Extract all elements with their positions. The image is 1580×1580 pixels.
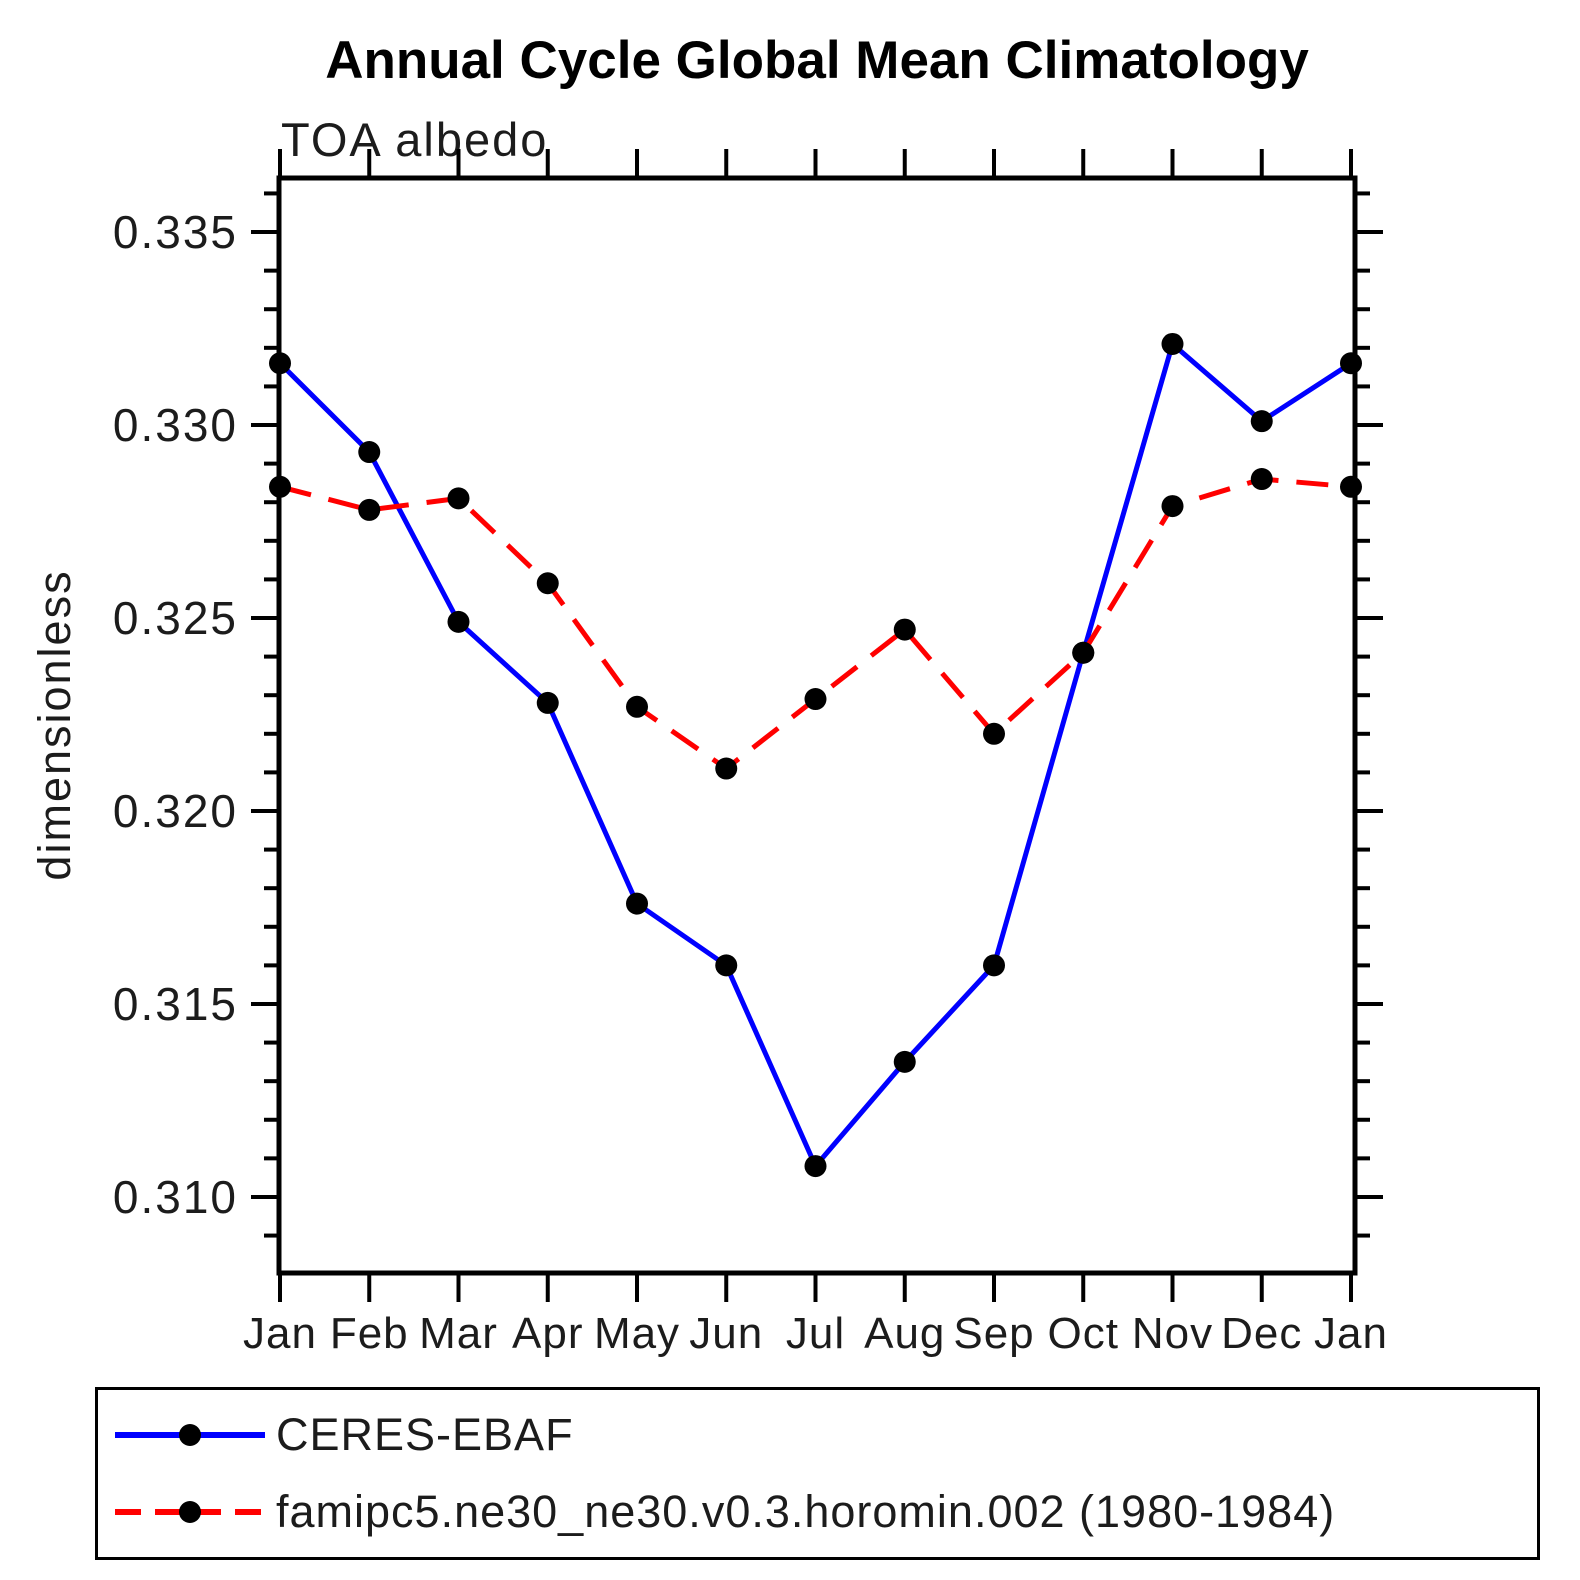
x-tick-label: Jul bbox=[786, 1309, 845, 1358]
chart-title: Annual Cycle Global Mean Climatology bbox=[325, 31, 1309, 90]
legend-swatch-solid-line bbox=[115, 1423, 265, 1446]
y-tick-label: 0.310 bbox=[113, 1171, 238, 1223]
data-point-marker bbox=[983, 954, 1005, 977]
x-tick-label: Dec bbox=[1221, 1309, 1302, 1358]
legend-label-ceres: CERES-EBAF bbox=[276, 1408, 574, 1460]
data-point-marker bbox=[626, 695, 648, 718]
chart-subtitle: TOA albedo bbox=[281, 113, 549, 166]
legend-swatch-dashed-line bbox=[115, 1501, 265, 1524]
y-tick-label: 0.325 bbox=[113, 592, 238, 644]
data-point-marker bbox=[626, 892, 648, 915]
x-tick-label: Nov bbox=[1132, 1309, 1213, 1358]
data-point-marker bbox=[804, 688, 827, 711]
x-tick-label: Jun bbox=[689, 1309, 763, 1358]
legend-label-model: famipc5.ne30_ne30.v0.3.horomin.002 (1980… bbox=[276, 1486, 1336, 1538]
x-tick-label: Oct bbox=[1048, 1309, 1119, 1358]
legend-item-model: famipc5.ne30_ne30.v0.3.horomin.002 (1980… bbox=[110, 1477, 1537, 1547]
y-tick-label: 0.335 bbox=[113, 206, 238, 258]
data-point-marker bbox=[715, 954, 738, 977]
x-tick-label: Aug bbox=[864, 1309, 945, 1358]
data-point-marker bbox=[983, 722, 1005, 745]
data-point-marker bbox=[536, 572, 559, 595]
plot-frame bbox=[276, 175, 1358, 1276]
data-point-marker bbox=[358, 441, 381, 464]
data-point-marker bbox=[804, 1155, 827, 1178]
y-tick-label: 0.330 bbox=[113, 399, 238, 451]
data-point-marker bbox=[536, 691, 559, 714]
legend-box: CERES-EBAF famipc5.ne30_ne30.v0.3.horomi… bbox=[95, 1387, 1540, 1560]
data-point-marker bbox=[447, 610, 470, 633]
data-point-marker bbox=[1340, 352, 1362, 375]
x-tick-label: Apr bbox=[512, 1309, 583, 1358]
data-point-marker bbox=[1072, 641, 1095, 664]
series-line-0 bbox=[278, 341, 1353, 1169]
plot-area: 0.310 0.315 0.320 0.325 0.330 0.335 Jan Feb Mar A… bbox=[113, 149, 1388, 1358]
data-point-marker bbox=[1340, 475, 1362, 498]
x-tick-label: Jan bbox=[243, 1309, 317, 1358]
legend-marker-dot bbox=[179, 1501, 201, 1524]
data-point-marker bbox=[1250, 468, 1273, 491]
data-point-marker bbox=[893, 1050, 916, 1073]
data-point-marker bbox=[893, 618, 916, 641]
data-point-marker bbox=[1161, 495, 1184, 518]
data-point-marker bbox=[447, 487, 470, 510]
data-point-marker bbox=[269, 352, 291, 375]
data-point-marker bbox=[358, 498, 381, 521]
legend-item-ceres: CERES-EBAF bbox=[110, 1400, 1537, 1470]
x-tick-label: Feb bbox=[330, 1309, 409, 1358]
x-tick-label: Jan bbox=[1314, 1309, 1388, 1358]
x-tick-label: May bbox=[594, 1309, 680, 1358]
x-tick-label: Sep bbox=[953, 1309, 1034, 1358]
data-point-marker bbox=[1250, 410, 1273, 433]
data-point-marker bbox=[269, 475, 291, 498]
data-point-marker bbox=[1161, 332, 1184, 355]
data-point-marker bbox=[715, 757, 738, 780]
y-tick-label: 0.315 bbox=[113, 978, 238, 1030]
y-tick-label: 0.320 bbox=[113, 785, 238, 837]
x-tick-label: Mar bbox=[419, 1309, 498, 1358]
series-line-1 bbox=[279, 476, 1352, 772]
legend-marker-dot bbox=[179, 1423, 201, 1446]
